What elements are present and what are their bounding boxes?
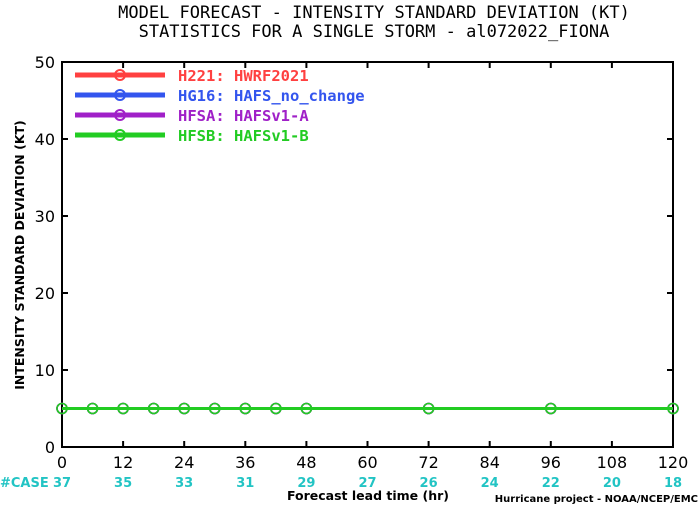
data-point bbox=[544, 402, 557, 415]
chart-subtitle: STATISTICS FOR A SINGLE STORM - al072022… bbox=[139, 22, 610, 42]
x-tick-label: 108 bbox=[597, 453, 628, 472]
legend-label: HG16: HAFS_no_change bbox=[178, 87, 365, 105]
x-tick-label: 12 bbox=[113, 453, 133, 472]
y-tick-label: 40 bbox=[35, 130, 55, 149]
data-point bbox=[300, 402, 313, 415]
x-axis-label: Forecast lead time (hr) bbox=[287, 488, 449, 503]
data-point bbox=[239, 402, 252, 415]
y-tick-label: 20 bbox=[35, 284, 55, 303]
case-count: 35 bbox=[114, 476, 132, 491]
x-tick-label: 96 bbox=[541, 453, 561, 472]
case-count: 29 bbox=[297, 476, 315, 491]
case-count: 27 bbox=[358, 476, 376, 491]
legend: H221: HWRF2021 HG16: HAFS_no_change HFSA: … bbox=[75, 67, 365, 145]
x-tick-label: 120 bbox=[658, 453, 689, 472]
legend-marker bbox=[114, 129, 126, 141]
credit-text: Hurricane project - NOAA/NCEP/EMC bbox=[495, 494, 698, 505]
data-point bbox=[147, 402, 160, 415]
legend-label: H221: HWRF2021 bbox=[178, 67, 309, 85]
data-point bbox=[208, 402, 221, 415]
x-tick-label: 72 bbox=[418, 453, 438, 472]
y-tick-label: 50 bbox=[35, 53, 55, 72]
x-tick-label: 48 bbox=[296, 453, 316, 472]
x-tick-label: 60 bbox=[357, 453, 377, 472]
series-layer bbox=[56, 402, 679, 415]
data-point bbox=[667, 402, 679, 415]
data-point bbox=[56, 402, 68, 415]
plot-axes bbox=[61, 61, 674, 448]
data-point bbox=[117, 402, 129, 415]
y-tick-label: 0 bbox=[45, 438, 55, 457]
case-count: 18 bbox=[664, 476, 682, 491]
data-point bbox=[86, 402, 99, 415]
tick-labels: 0 12 24 36 48 60 72 84 96 108 120 0 10 20 30 40 50 bbox=[35, 53, 689, 472]
case-label: #CASE bbox=[0, 476, 49, 491]
case-count: 20 bbox=[603, 476, 621, 491]
legend-marker bbox=[114, 69, 126, 81]
plot-frame bbox=[61, 61, 674, 448]
x-tick-label: 84 bbox=[480, 453, 500, 472]
y-tick-label: 10 bbox=[35, 361, 55, 380]
case-count: 31 bbox=[236, 476, 254, 491]
case-count: 24 bbox=[481, 476, 499, 491]
legend-label: HFSA: HAFSv1-A bbox=[178, 107, 309, 125]
legend-marker bbox=[114, 109, 126, 121]
x-tick-label: 0 bbox=[57, 453, 67, 472]
data-point bbox=[270, 402, 282, 415]
case-count: 37 bbox=[53, 476, 71, 491]
legend-marker bbox=[114, 89, 126, 101]
data-point bbox=[422, 402, 435, 415]
y-tick-label: 30 bbox=[35, 207, 55, 226]
case-counts: #CASE 37 35 33 31 29 27 26 24 22 20 18 bbox=[0, 476, 682, 491]
x-tick-label: 24 bbox=[174, 453, 194, 472]
chart-title: MODEL FORECAST - INTENSITY STANDARD DEVI… bbox=[118, 3, 630, 23]
x-tick-label: 36 bbox=[235, 453, 255, 472]
case-count: 22 bbox=[542, 476, 560, 491]
case-count: 26 bbox=[420, 476, 438, 491]
y-axis-label: INTENSITY STANDARD DEVIATION (KT) bbox=[12, 120, 27, 390]
case-count: 33 bbox=[175, 476, 193, 491]
data-point bbox=[178, 402, 190, 415]
legend-label: HFSB: HAFSv1-B bbox=[178, 127, 309, 145]
